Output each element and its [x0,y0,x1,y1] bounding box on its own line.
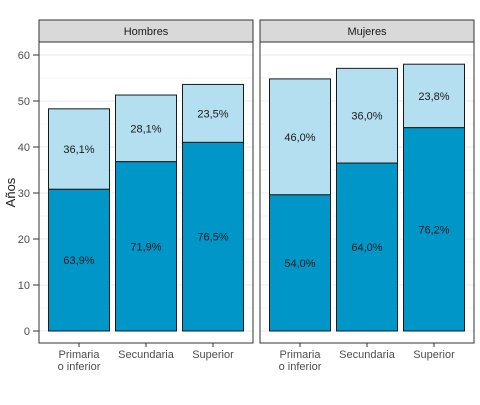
y-tick-label: 10 [18,280,30,292]
bar-segment-bottom [48,188,110,332]
y-tick-label: 60 [18,50,30,62]
y-tick-label: 20 [18,234,30,246]
data-label-bottom: 71,9% [130,241,161,253]
x-tick-label-line: Secundaria [339,349,396,361]
data-label-top: 23,8% [418,91,449,103]
bar-segment-top [336,67,398,164]
bar-segment-bottom [336,162,398,332]
y-tick-label: 40 [18,142,30,154]
bar-segment-bottom [403,127,465,332]
facet-label: Hombres [124,26,169,38]
data-label-bottom: 76,2% [418,224,449,236]
facet-label: Mujeres [347,26,387,38]
x-tick-label: Secundaria [339,349,396,361]
y-axis-title: Años [3,177,18,207]
bar-segment-top [269,78,331,196]
data-label-bottom: 63,9% [63,255,94,267]
bar-segment-top [403,63,465,129]
x-tick-label-line: Primaria [59,349,101,361]
data-label-bottom: 64,0% [351,242,382,254]
bar-segment-bottom [115,161,177,332]
bar-segment-top [115,94,177,163]
panel-border [259,41,475,344]
panel-border [38,41,254,344]
x-tick-label-line: Superior [413,349,455,361]
data-label-top: 36,0% [351,111,382,123]
data-label-bottom: 54,0% [284,258,315,270]
data-label-top: 46,0% [284,132,315,144]
bar-segment-bottom [269,194,331,332]
x-tick-label: Superior [413,349,455,361]
y-tick-label: 30 [18,188,30,200]
data-label-top: 28,1% [130,123,161,135]
bar-segment-top [182,83,244,143]
x-tick-label-line: Primaria [280,349,322,361]
x-tick-label: Primaria o inferior [58,349,101,373]
data-label-top: 23,5% [197,108,228,120]
y-tick-label: 50 [18,96,30,108]
x-tick-label: Primaria o inferior [279,349,322,373]
data-label-top: 36,1% [63,144,94,156]
x-tick-label-line: Secundaria [118,349,175,361]
x-tick-label: Superior [192,349,234,361]
x-tick-label-line: o inferior [279,361,322,373]
x-tick-label: Secundaria [118,349,175,361]
data-label-bottom: 76,5% [197,232,228,244]
x-tick-label-line: o inferior [58,361,101,373]
x-tick-label-line: Superior [192,349,234,361]
y-tick-label: 0 [24,326,30,338]
bar-segment-bottom [182,141,244,332]
